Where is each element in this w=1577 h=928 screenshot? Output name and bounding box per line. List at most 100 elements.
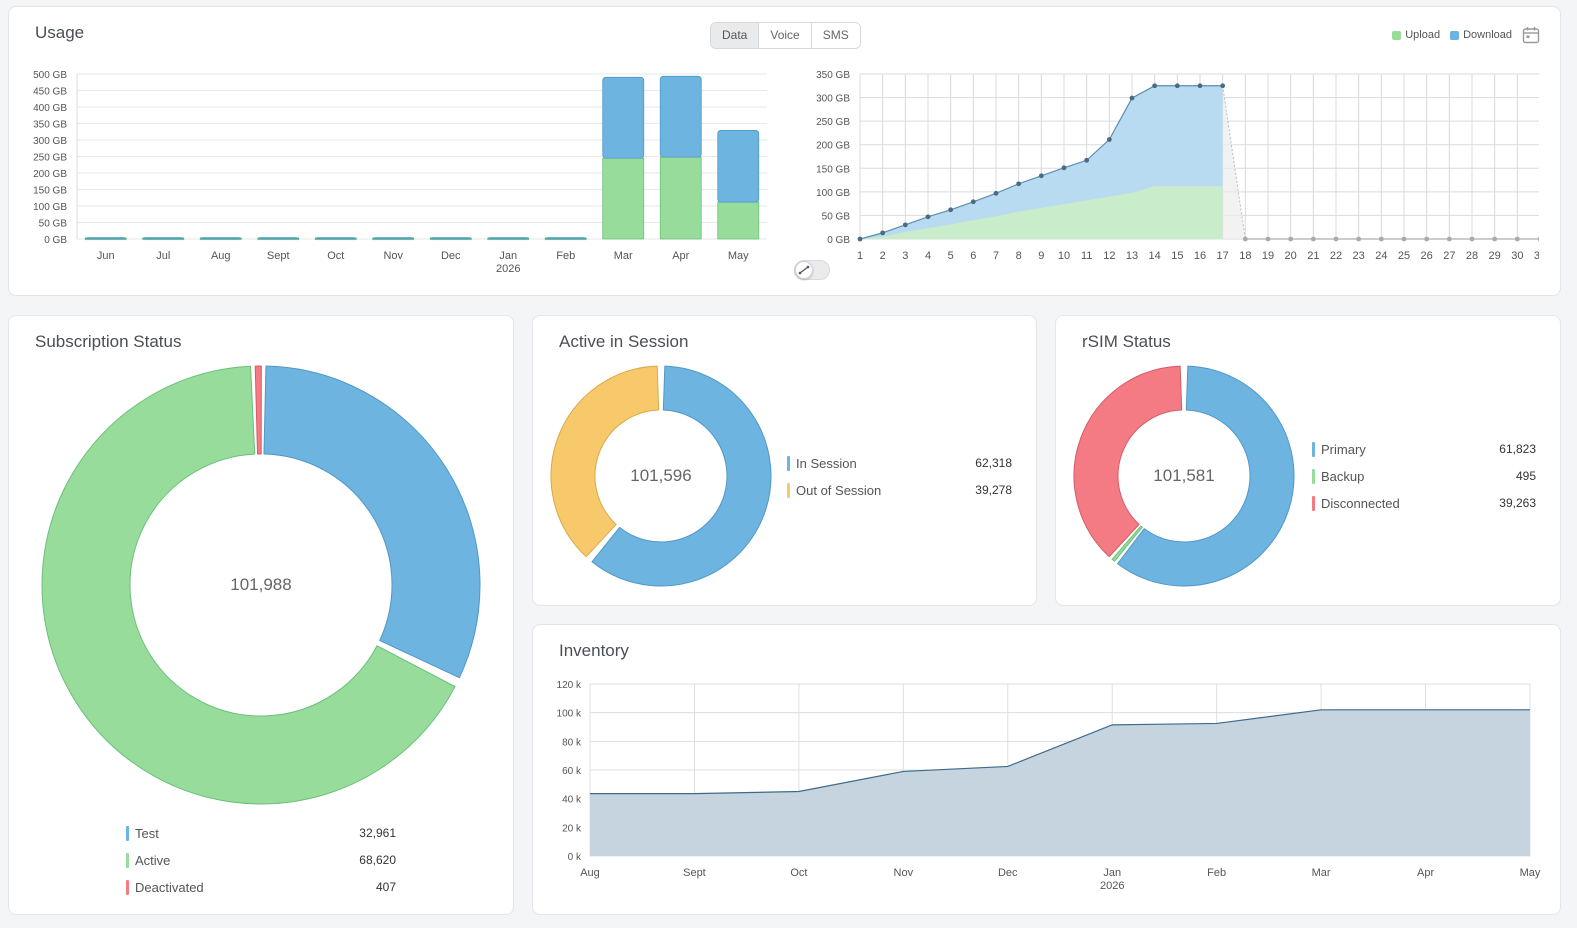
data-point[interactable] xyxy=(902,222,908,228)
data-point[interactable] xyxy=(1288,236,1294,242)
legend-label: In Session xyxy=(796,456,857,471)
y-tick-label: 0 GB xyxy=(44,235,67,246)
legend-row-test[interactable]: Test 32,961 xyxy=(126,824,396,851)
y-tick-label: 80 k xyxy=(562,737,582,748)
data-point[interactable] xyxy=(970,199,976,205)
data-point[interactable] xyxy=(1174,83,1180,89)
x-tick-label: 6 xyxy=(970,250,976,262)
donut-slice-in-session[interactable] xyxy=(591,365,772,587)
data-point[interactable] xyxy=(1514,236,1520,242)
y-tick-label: 0 k xyxy=(568,852,582,863)
legend-row-active[interactable]: Active 68,620 xyxy=(126,851,396,878)
y-tick-label: 200 GB xyxy=(33,169,67,180)
tab-data[interactable]: Data xyxy=(711,23,759,48)
x-tick-label: Jul xyxy=(156,250,170,262)
donut-slice-active[interactable] xyxy=(41,365,456,805)
data-point[interactable] xyxy=(1084,157,1090,163)
x-tick-label: 3 xyxy=(902,250,908,262)
bar-download[interactable] xyxy=(717,130,760,203)
x-tick-label: Feb xyxy=(1207,867,1226,879)
cumulative-toggle[interactable] xyxy=(794,260,830,280)
x-tick-label: 5 xyxy=(948,250,954,262)
bar-upload[interactable] xyxy=(659,156,702,240)
data-point[interactable] xyxy=(993,190,999,196)
donut-slice-test[interactable] xyxy=(263,365,481,679)
data-point[interactable] xyxy=(1129,95,1135,101)
data-point[interactable] xyxy=(1106,137,1112,142)
bar-download[interactable] xyxy=(372,237,415,240)
bar-download[interactable] xyxy=(429,237,472,240)
legend-upload[interactable]: Upload xyxy=(1392,29,1440,41)
legend-row-primary[interactable]: Primary 61,823 xyxy=(1312,440,1536,467)
data-point[interactable] xyxy=(1197,83,1203,89)
legend-download[interactable]: Download xyxy=(1450,29,1512,41)
bar-upload[interactable] xyxy=(717,201,760,240)
data-point[interactable] xyxy=(880,230,886,236)
data-point[interactable] xyxy=(1446,236,1452,242)
tab-voice[interactable]: Voice xyxy=(758,23,811,48)
legend-bar xyxy=(1312,469,1315,484)
data-point[interactable] xyxy=(1152,83,1158,89)
donut-slice-deactivated[interactable] xyxy=(254,365,262,455)
bar-download[interactable] xyxy=(314,237,357,240)
donut-slice-disconnected[interactable] xyxy=(1073,365,1183,558)
inventory-card: Inventory 0 k 20 k 40 k 60 k 80 k 100 k 120 k A… xyxy=(532,624,1561,915)
data-point[interactable] xyxy=(1220,83,1226,89)
legend-label: Out of Session xyxy=(796,483,882,498)
x-tick-label: Jan xyxy=(499,250,517,262)
x-tick-label: 12 xyxy=(1103,250,1115,262)
donut-slice-primary[interactable] xyxy=(1117,365,1295,587)
bar-download[interactable] xyxy=(659,75,702,158)
bar-download[interactable] xyxy=(487,237,530,240)
data-point[interactable] xyxy=(948,207,954,213)
data-point[interactable] xyxy=(1469,236,1475,242)
donut-slice-out-of-session[interactable] xyxy=(550,365,660,558)
calendar-icon[interactable] xyxy=(1522,26,1540,44)
data-point[interactable] xyxy=(1401,236,1407,242)
legend-value: 39,263 xyxy=(1499,496,1536,510)
data-point[interactable] xyxy=(1424,236,1430,242)
bar-download[interactable] xyxy=(257,237,300,240)
legend-row-out-of-session[interactable]: Out of Session 39,278 xyxy=(787,481,1012,508)
x-tick-label: Dec xyxy=(441,250,461,262)
y-tick-label: 50 GB xyxy=(39,219,68,230)
data-point[interactable] xyxy=(857,236,863,242)
data-point[interactable] xyxy=(1265,236,1271,242)
x-tick-label: Dec xyxy=(998,867,1018,879)
data-point[interactable] xyxy=(1016,181,1022,187)
inventory-area-chart: 0 k 20 k 40 k 60 k 80 k 100 k 120 k Aug Sept Oct N… xyxy=(557,680,1541,892)
bar-download[interactable] xyxy=(142,237,185,240)
data-point[interactable] xyxy=(925,214,931,220)
x-tick-label: 1 xyxy=(857,250,863,262)
data-point[interactable] xyxy=(1492,236,1498,242)
legend-row-deactivated[interactable]: Deactivated 407 xyxy=(126,878,396,905)
subscription-legend: Test 32,961 Active 68,620 Deactivated 40… xyxy=(126,824,396,905)
bar-download[interactable] xyxy=(84,237,127,240)
x-year-label: 2026 xyxy=(496,263,520,275)
legend-row-backup[interactable]: Backup 495 xyxy=(1312,467,1536,494)
legend-row-in-session[interactable]: In Session 62,318 xyxy=(787,454,1012,481)
data-point[interactable] xyxy=(1537,236,1539,242)
legend-bar xyxy=(1312,442,1315,457)
data-point[interactable] xyxy=(1242,236,1248,242)
legend-value: 495 xyxy=(1515,469,1536,483)
bar-download[interactable] xyxy=(544,237,587,240)
bar-upload[interactable] xyxy=(602,157,645,240)
data-point[interactable] xyxy=(1378,236,1384,242)
x-tick-label: Sept xyxy=(267,250,290,262)
donut-slice-backup[interactable] xyxy=(1111,525,1143,562)
x-tick-label: 18 xyxy=(1239,250,1251,262)
bar-download[interactable] xyxy=(602,76,645,159)
y-tick-label: 40 k xyxy=(562,795,582,806)
x-tick-label: 24 xyxy=(1375,250,1387,262)
tab-sms[interactable]: SMS xyxy=(810,23,860,48)
data-point[interactable] xyxy=(1310,236,1316,242)
legend-row-disconnected[interactable]: Disconnected 39,263 xyxy=(1312,494,1536,521)
data-point[interactable] xyxy=(1061,165,1067,171)
usage-title: Usage xyxy=(35,23,85,42)
x-tick-label: Nov xyxy=(383,250,403,262)
bar-download[interactable] xyxy=(199,237,242,240)
data-point[interactable] xyxy=(1356,236,1362,242)
data-point[interactable] xyxy=(1333,236,1339,242)
data-point[interactable] xyxy=(1038,173,1044,179)
